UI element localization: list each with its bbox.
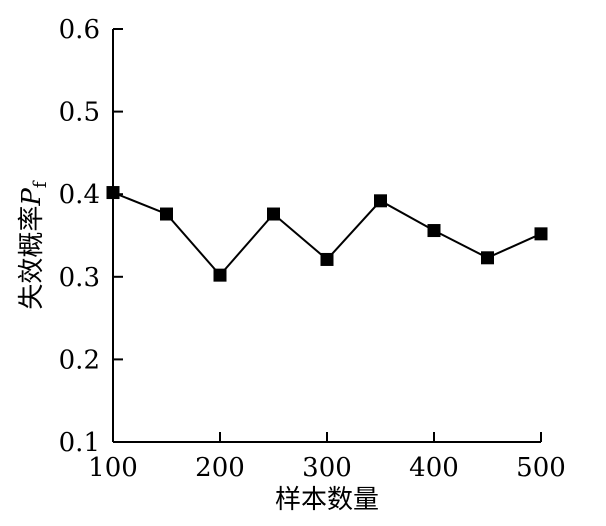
y-tick-label: 0.6 [59,15,100,45]
x-tick-label: 400 [409,453,459,483]
y-axis-label-symbol: P [17,188,47,207]
data-point [213,268,227,282]
data-point [320,252,334,266]
y-axis-label-subscript: f [30,180,51,188]
y-ticks: 0.1 0.2 0.3 0.4 0.5 0.6 [59,15,123,458]
y-axis-label-main: 失效概率 [17,206,47,310]
y-tick-label: 0.1 [59,428,100,458]
x-tick-label: 300 [302,453,352,483]
axes [112,29,541,443]
data-point [534,227,548,241]
data-point [106,186,120,200]
y-tick-label: 0.5 [59,98,100,128]
data-point [267,207,280,221]
x-tick-label: 500 [516,453,566,483]
y-tick-label: 0.3 [59,263,100,293]
data-point [481,251,494,265]
y-tick-label: 0.4 [59,180,100,210]
data-point [427,224,441,238]
x-tick-label: 200 [195,453,245,483]
plot-area [106,186,548,282]
data-point [374,194,387,208]
data-point [160,207,173,221]
y-tick-label: 0.2 [59,345,100,375]
y-axis-label: 失效概率Pf [17,180,51,310]
x-ticks: 100 200 300 400 500 [88,432,566,483]
x-axis-label: 样本数量 [275,485,379,515]
x-tick-label: 100 [88,453,138,483]
